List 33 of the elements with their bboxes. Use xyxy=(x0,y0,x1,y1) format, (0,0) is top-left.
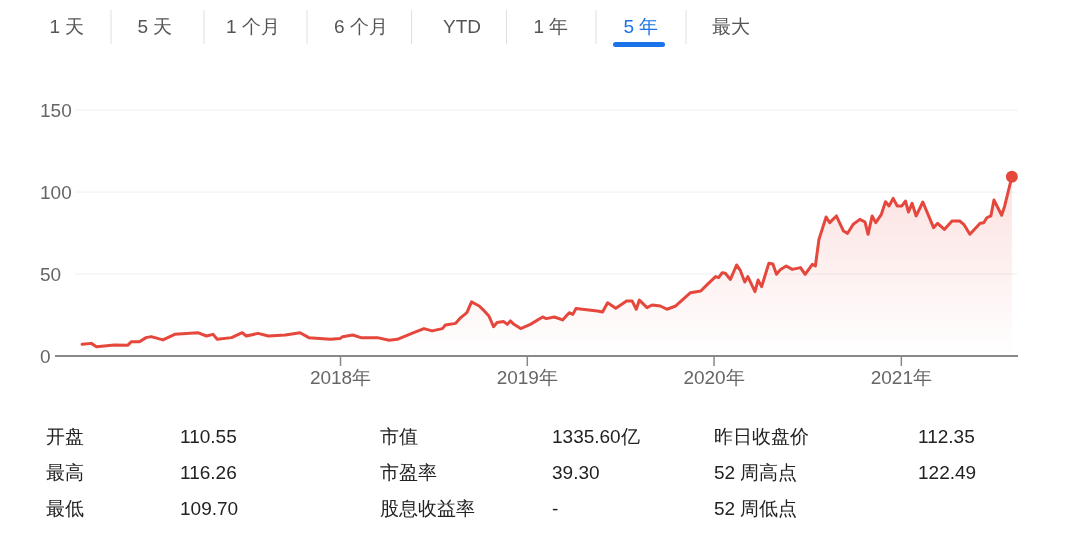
text: 110.55 xyxy=(180,426,237,447)
y-tick-label: 150 xyxy=(40,100,72,121)
y-tick-label: 0 xyxy=(40,346,51,367)
x-tick-label: 2020年 xyxy=(683,367,745,388)
text: YTD xyxy=(443,16,481,37)
y-tick-label: 50 xyxy=(40,264,62,285)
y-tick-label: 100 xyxy=(40,182,72,203)
text: 市值 xyxy=(380,426,418,447)
text: 1 天 xyxy=(49,16,85,37)
text: 最低 xyxy=(46,498,84,519)
x-tick-label: 2018年 xyxy=(309,367,372,388)
text: 122.49 xyxy=(918,462,977,483)
text: 6 个月 xyxy=(334,16,388,37)
text: 最高 xyxy=(46,462,84,483)
text: 109.70 xyxy=(180,498,239,519)
text: 39.30 xyxy=(552,462,600,483)
text: 5 天 xyxy=(137,16,173,37)
text: 市盈率 xyxy=(380,462,437,483)
text: 昨日收盘价 xyxy=(714,426,809,447)
x-tick-label: 2019年 xyxy=(496,367,558,388)
text: 1 个月 xyxy=(226,16,280,37)
text: 116.26 xyxy=(180,462,237,483)
text: - xyxy=(552,498,559,519)
text: 开盘 xyxy=(46,426,84,447)
text: 1335.60亿 xyxy=(552,426,640,447)
text: 112.35 xyxy=(918,426,975,447)
text: 股息收益率 xyxy=(380,498,475,519)
text: 5 年 xyxy=(623,16,659,37)
text: 最大 xyxy=(712,16,750,37)
text: 52 周高点 xyxy=(714,462,798,483)
text: 1 年 xyxy=(533,16,569,37)
x-tick-label: 2021年 xyxy=(870,367,932,388)
text: 52 周低点 xyxy=(714,498,798,519)
